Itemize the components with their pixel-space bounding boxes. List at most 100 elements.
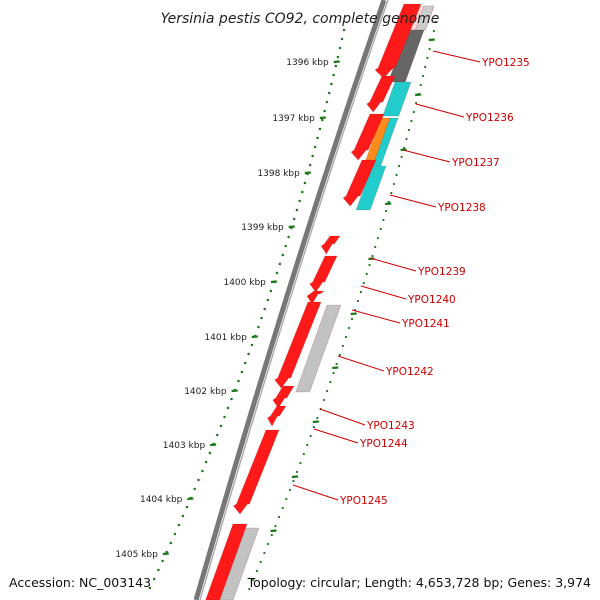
kbp-tick-label: 1399 kbp [241,223,284,233]
scale-dot [281,253,285,257]
kbp-tick-mark [187,497,194,501]
inner-scale-dot [387,200,390,204]
scale-dot [193,487,196,491]
scale-dot [332,73,335,77]
inner-scale-dot [379,227,382,231]
inner-scale-dot [376,236,379,240]
inner-scale-dot [392,182,396,186]
leader-line [337,355,385,372]
inner-scale-dot [285,497,288,501]
scale-dot [157,568,160,572]
inner-scale-dot [309,434,312,438]
genome-backbone [193,0,389,600]
gene-label: YPO1237 [451,157,500,169]
scale-dot [230,397,233,401]
scale-dot [161,559,164,563]
scale-dot [311,154,314,158]
scale-dot [316,136,319,140]
inner-scale-dot [419,83,422,87]
scale-dot [215,433,219,437]
inner-scale-dot [341,344,344,348]
scale-dot [336,55,340,59]
kbp-tick-label: 1397 kbp [272,114,315,124]
scale-dot [323,109,326,113]
scale-dot [334,64,338,68]
leader-line [292,484,339,501]
scale-dot [301,190,304,194]
gene-arrow [274,301,322,389]
inner-scale-dot [400,155,403,159]
gene-arrow [272,385,295,409]
kbp-tick-mark [162,552,169,556]
scale-dot [226,406,230,410]
gene-label: YPO1244 [359,438,408,450]
scale-dot [287,235,290,239]
leader-line [389,194,437,208]
scale-dot [303,181,307,185]
inner-scale-dot [338,353,341,357]
gene-label: YPO1245 [339,495,388,507]
inner-scale-dot [359,290,362,294]
inner-scale-dot [374,245,377,249]
scale-dot [269,289,273,293]
scale-dot [185,505,189,509]
scale-dot [321,118,324,122]
inner-scale-dot [398,164,401,168]
scale-dot [240,370,244,374]
scale-dot [148,586,152,590]
inner-scale-dot [432,29,435,33]
kbp-tick-mark [319,116,326,120]
gene-arrow [320,235,341,255]
inner-scale-dot [255,569,258,573]
inner-scale-dot [434,20,438,24]
kbp-tick-label: 1398 kbp [257,169,300,179]
inner-scale-dot [347,326,351,330]
kbp-tick-mark [210,443,217,447]
gene-arrow [350,113,385,161]
kbp-tick-label: 1400 kbp [223,278,266,288]
scale-dot [278,262,282,266]
gene-label: YPO1241 [401,318,450,330]
inner-scale-dot [382,218,385,222]
annotation-bands [218,5,435,600]
kbp-tick-label: 1404 kbp [140,495,183,505]
scale-dot [340,37,344,41]
inner-scale-dot [312,425,315,429]
inner-scale-dot [335,362,338,366]
scale-dot [338,46,342,50]
scale-dot [342,28,346,32]
accession-label: Accession: NC_003143 [9,575,151,590]
inner-scale-dot [316,416,319,420]
band-cyan [382,81,412,117]
scale-dot [260,316,263,320]
scale-dot [152,577,156,581]
gene-arrow [306,290,325,305]
inner-scale-dot [428,47,431,51]
scale-dot [204,460,208,464]
gene-leader-lines [292,50,481,501]
leader-line [351,309,401,324]
kbp-tick-mark [304,171,311,175]
band-gray [295,304,342,393]
inner-scale-dot [407,128,411,132]
kbp-tick-label: 1403 kbp [163,441,206,451]
inner-scale-dot [288,488,291,492]
kbp-tick-mark [251,335,258,339]
inner-scale-dot [332,371,335,375]
scale-dot [308,163,312,167]
gene-arrow [205,523,248,600]
inner-scale-dot [371,254,374,258]
scale-dot [298,199,301,203]
kbp-scale-track [148,20,438,591]
gene-arrow [267,405,287,427]
inner-scale-dot [395,173,398,177]
kbp-tick-mark [333,60,340,64]
inner-scale-dot [270,533,273,537]
leader-line [319,408,366,426]
inner-scale-dot [267,542,270,546]
inner-scale-dot [410,119,413,123]
inner-scale-dot [299,461,302,465]
inner-scale-dot [302,452,305,456]
scale-dot [327,91,331,95]
